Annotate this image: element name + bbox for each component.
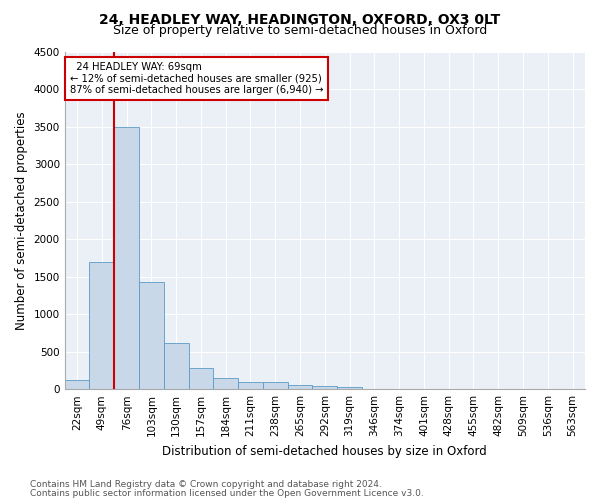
Bar <box>89 262 114 389</box>
Bar <box>114 126 139 389</box>
Bar <box>164 344 188 389</box>
Text: Contains public sector information licensed under the Open Government Licence v3: Contains public sector information licen… <box>30 488 424 498</box>
Bar <box>139 282 164 389</box>
Bar <box>313 386 337 389</box>
Text: 24, HEADLEY WAY, HEADINGTON, OXFORD, OX3 0LT: 24, HEADLEY WAY, HEADINGTON, OXFORD, OX3… <box>100 12 500 26</box>
Bar <box>65 380 89 389</box>
Text: Size of property relative to semi-detached houses in Oxford: Size of property relative to semi-detach… <box>113 24 487 37</box>
Y-axis label: Number of semi-detached properties: Number of semi-detached properties <box>15 111 28 330</box>
Bar <box>238 382 263 389</box>
Bar <box>214 378 238 389</box>
Bar <box>287 385 313 389</box>
Bar <box>337 387 362 389</box>
Bar <box>263 382 287 389</box>
Text: 24 HEADLEY WAY: 69sqm
← 12% of semi-detached houses are smaller (925)
87% of sem: 24 HEADLEY WAY: 69sqm ← 12% of semi-deta… <box>70 62 323 95</box>
Bar <box>188 368 214 389</box>
Text: Contains HM Land Registry data © Crown copyright and database right 2024.: Contains HM Land Registry data © Crown c… <box>30 480 382 489</box>
X-axis label: Distribution of semi-detached houses by size in Oxford: Distribution of semi-detached houses by … <box>163 444 487 458</box>
